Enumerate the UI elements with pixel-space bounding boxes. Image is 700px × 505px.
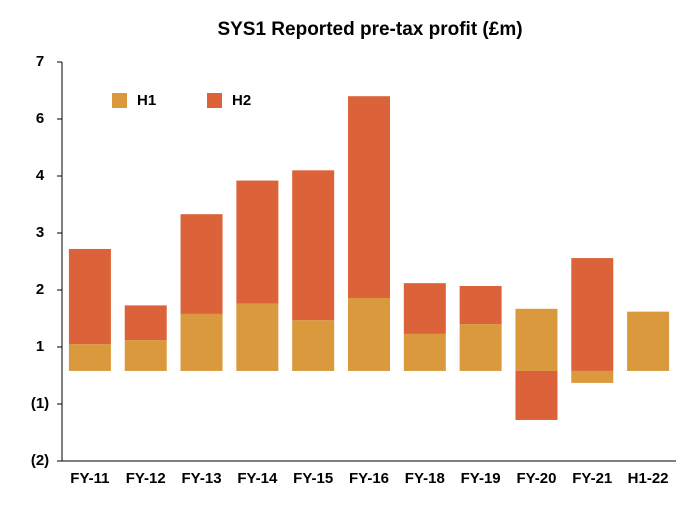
bar <box>627 311 670 371</box>
bar <box>459 286 502 325</box>
bar <box>124 305 167 341</box>
bar <box>515 370 558 420</box>
bar <box>403 283 446 334</box>
bar <box>348 96 390 298</box>
bar <box>180 214 223 314</box>
bar <box>236 180 279 304</box>
bar <box>571 258 614 371</box>
bar <box>292 170 335 321</box>
y-tick-label: (2) <box>31 452 49 469</box>
x-tick-label: FY-15 <box>293 470 333 487</box>
chart-title: SYS1 Reported pre-tax profit (£m) <box>217 19 522 40</box>
y-tick-label: 2 <box>36 281 44 298</box>
bar <box>292 320 335 371</box>
x-tick-label: H1-22 <box>628 470 669 487</box>
legend-label: H1 <box>137 92 156 109</box>
bar <box>348 297 390 371</box>
x-tick-label: FY-11 <box>70 470 109 487</box>
y-tick-label: 1 <box>36 338 44 355</box>
x-tick-label: FY-12 <box>126 470 166 487</box>
bar <box>571 370 614 383</box>
x-tick-label: FY-19 <box>461 470 501 487</box>
y-tick-label: 7 <box>36 53 44 70</box>
bar <box>124 340 167 371</box>
y-tick-label: 6 <box>36 110 44 127</box>
x-tick-label: FY-18 <box>405 470 445 487</box>
y-tick-label: 4 <box>36 167 45 184</box>
bar <box>68 344 111 371</box>
y-tick-label: 3 <box>36 224 44 241</box>
x-tick-label: FY-20 <box>516 470 556 487</box>
x-tick-label: FY-14 <box>237 470 278 487</box>
x-tick-label: FY-13 <box>182 470 222 487</box>
bar <box>180 313 223 371</box>
bar <box>236 303 279 371</box>
bar <box>515 308 558 371</box>
bar <box>403 333 446 371</box>
x-tick-label: FY-21 <box>572 470 612 487</box>
bar <box>68 248 111 345</box>
bar <box>459 324 502 371</box>
y-tick-label: (1) <box>31 395 49 412</box>
legend-swatch <box>207 93 222 108</box>
legend-swatch <box>112 93 127 108</box>
legend-label: H2 <box>232 92 251 109</box>
x-tick-label: FY-16 <box>349 470 389 487</box>
